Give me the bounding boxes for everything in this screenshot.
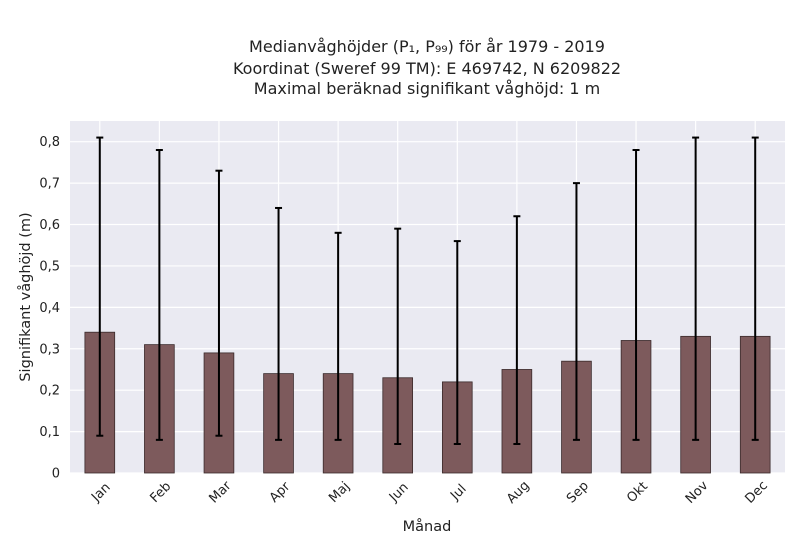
y-tick-label: 0,4 bbox=[39, 301, 60, 316]
error-bar-jul bbox=[453, 240, 461, 446]
x-tick-label: Nov bbox=[683, 478, 712, 507]
y-tick-label: 0,5 bbox=[39, 259, 60, 274]
x-tick-label: Jan bbox=[88, 480, 113, 505]
error-bar-feb bbox=[155, 148, 163, 441]
x-tick-label: Aug bbox=[504, 478, 533, 507]
error-bar-maj bbox=[334, 231, 342, 441]
y-tick-label: 0,1 bbox=[39, 425, 60, 440]
chart-title-line-3: Maximal beräknad signifikant våghöjd: 1 … bbox=[254, 79, 600, 98]
y-tick-label: 0 bbox=[52, 467, 60, 482]
y-tick-label: 0,3 bbox=[39, 342, 60, 357]
error-bar-dec bbox=[751, 136, 759, 441]
x-tick-label: Okt bbox=[624, 479, 651, 506]
error-bar-apr bbox=[275, 206, 283, 441]
y-axis-label: Signifikant våghöjd (m) bbox=[17, 212, 34, 381]
x-axis-label: Månad bbox=[403, 518, 452, 535]
error-bar-aug bbox=[513, 215, 521, 446]
x-tick-label: Jul bbox=[447, 482, 469, 504]
y-tick-label: 0,6 bbox=[39, 218, 60, 233]
error-bar-jan bbox=[96, 136, 104, 437]
error-bars bbox=[96, 136, 759, 446]
error-bar-okt bbox=[632, 148, 640, 441]
y-tick-label: 0,2 bbox=[39, 384, 60, 399]
chart-title-line-2: Koordinat (Sweref 99 TM): E 469742, N 62… bbox=[233, 59, 621, 78]
y-tick-label: 0,7 bbox=[39, 177, 60, 192]
y-axis-ticks: 0 0,1 0,2 0,3 0,4 0,5 0,6 0,7 0,8 bbox=[39, 135, 60, 481]
y-tick-label: 0,8 bbox=[39, 135, 60, 150]
x-tick-label: Sep bbox=[564, 479, 592, 507]
chart-title-line-1: Medianvåghöjder (P₁, P₉₉) för år 1979 - … bbox=[249, 37, 605, 56]
error-bar-sep bbox=[572, 182, 580, 441]
x-tick-label: Dec bbox=[743, 478, 771, 506]
x-tick-label: Apr bbox=[267, 479, 294, 506]
x-tick-label: Mar bbox=[207, 478, 235, 506]
chart-title: Medianvåghöjder (P₁, P₉₉) för år 1979 - … bbox=[233, 37, 621, 98]
error-bar-jun bbox=[394, 227, 402, 446]
error-bar-nov bbox=[692, 136, 700, 441]
x-axis-ticks: Jan Feb Mar Apr Maj Jun Jul Aug Sep Okt Nov Dec bbox=[88, 478, 771, 507]
x-tick-label: Jun bbox=[386, 480, 412, 506]
error-bar-mar bbox=[215, 169, 223, 437]
x-tick-label: Feb bbox=[147, 479, 174, 506]
plot-area bbox=[70, 121, 785, 473]
x-tick-label: Maj bbox=[326, 479, 353, 506]
